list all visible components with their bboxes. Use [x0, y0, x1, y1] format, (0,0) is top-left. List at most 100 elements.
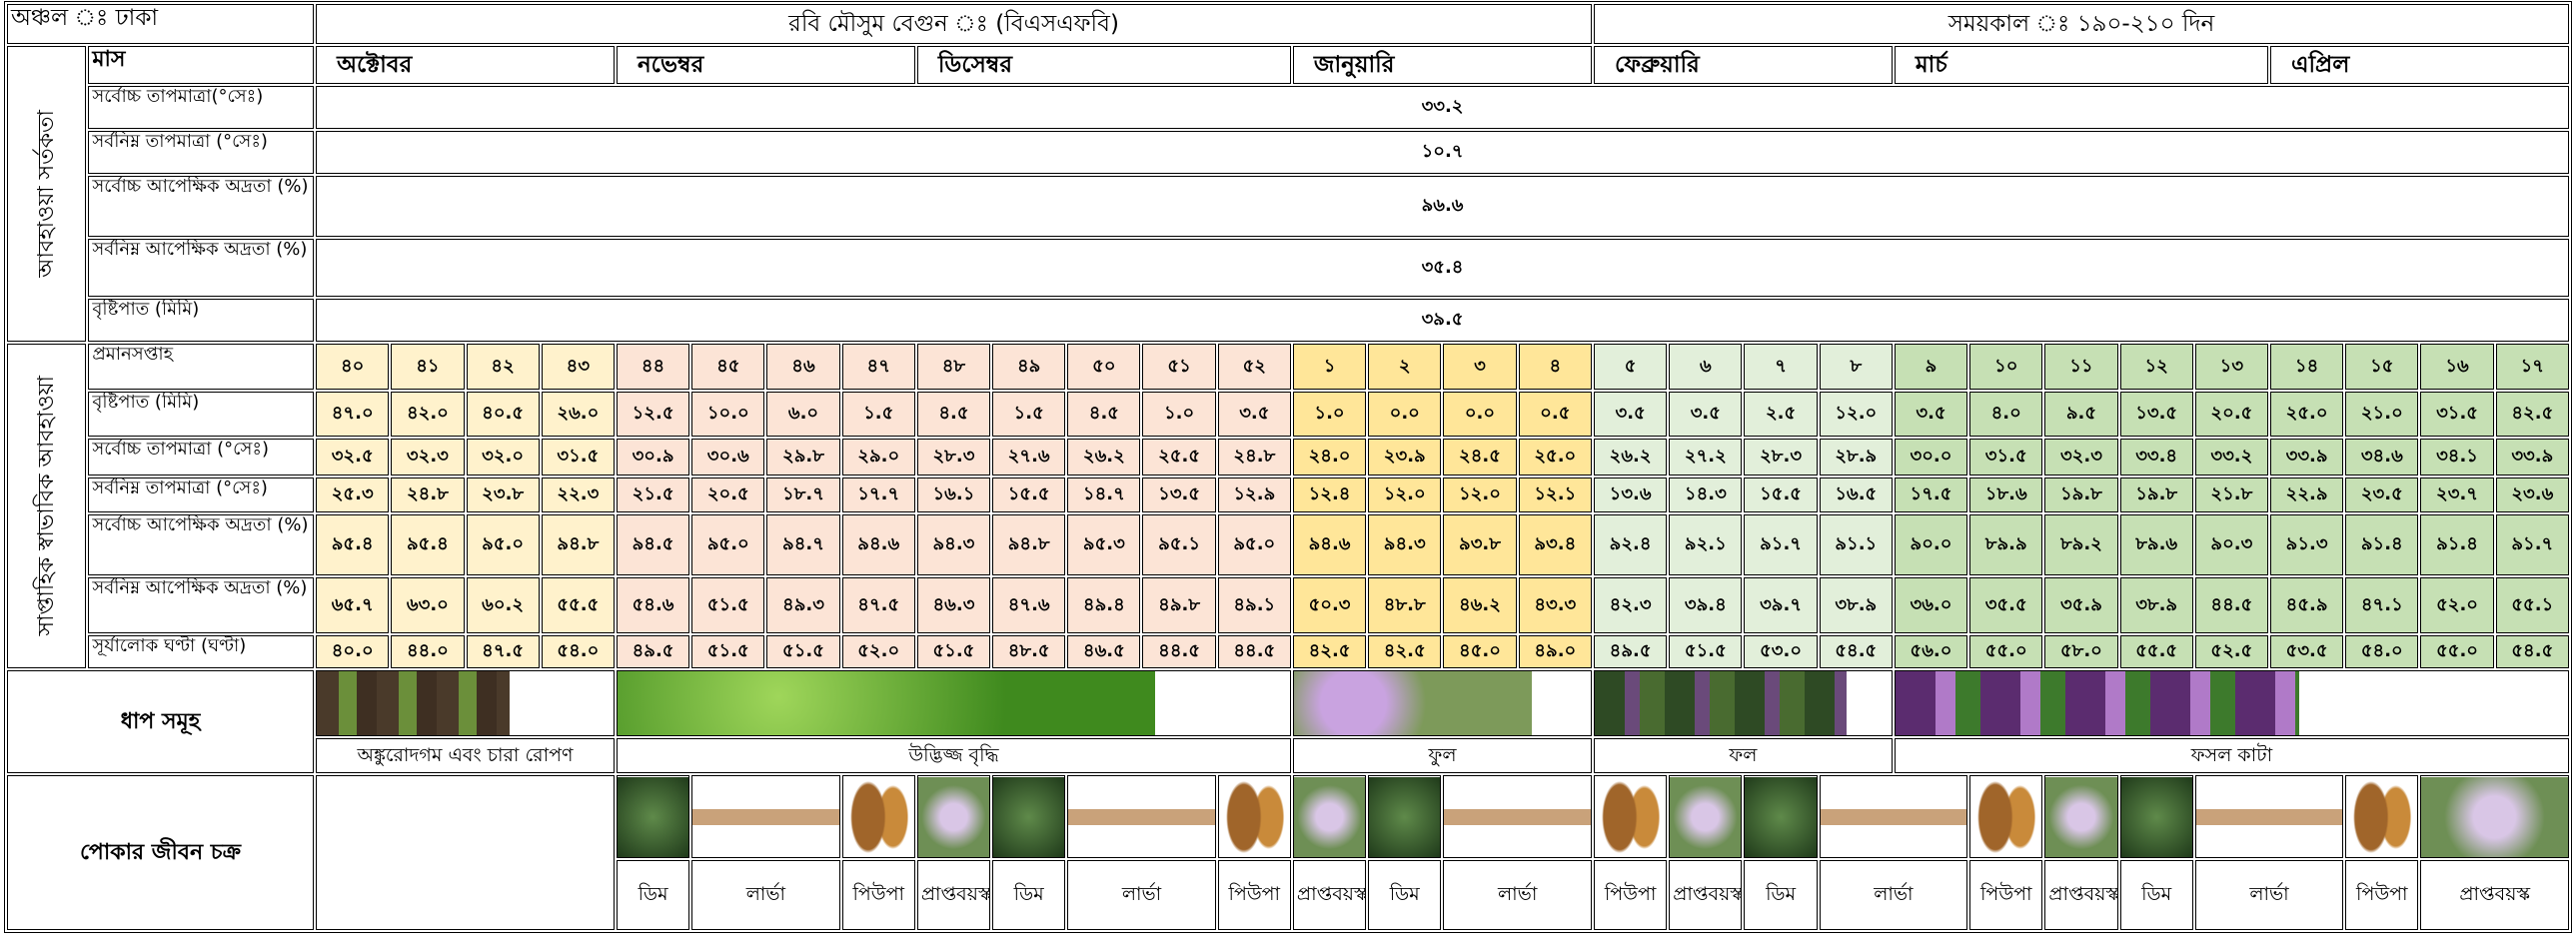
stage-name: ফুল [1292, 738, 1593, 773]
weekly-value: ৫১ [1142, 344, 1216, 390]
weekly-value: ৩১.৫ [2420, 392, 2494, 437]
weekly-value: ৯১.৭ [1744, 514, 1818, 575]
weekly-value: ৩৮.৯ [1819, 577, 1893, 633]
weekly-value: ২৩.৯ [1368, 439, 1442, 475]
weekly-value: ৩.৫ [1894, 392, 1968, 437]
weekly-value: ৪০.০ [316, 635, 390, 668]
weekly-value: ২১.০ [2345, 392, 2419, 437]
weekly-value: ৩.৫ [1594, 392, 1668, 437]
insect-image-cell [1594, 775, 1668, 858]
weekly-value: ১৬ [2420, 344, 2494, 390]
weekly-value: ১৩.৬ [1594, 477, 1668, 512]
weekly-value: ০.০ [1368, 392, 1442, 437]
weekly-value: ৩২.০ [466, 439, 540, 475]
weekly-value: ৪৯.৪ [1067, 577, 1141, 633]
weekly-value: ৯৩.৮ [1443, 514, 1517, 575]
weekly-label: প্রমানসপ্তাহ [88, 344, 315, 390]
weekly-value: ৩৯.৪ [1669, 577, 1743, 633]
weekly-value: ৫৪.৬ [616, 577, 690, 633]
insect-image-row: পোকার জীবন চক্র [7, 775, 2569, 930]
weekly-value: ৩২.৩ [391, 439, 465, 475]
weekly-value: ৩৩.৯ [2269, 439, 2344, 475]
crop-title: রবি মৌসুম বেগুন ঃ (বিএসএফবি) [316, 4, 1593, 44]
weekly-value: ৮৯.২ [2044, 514, 2118, 575]
stage-image-cell [1894, 670, 2569, 736]
crop-calendar-table: অঞ্চল ঃ ঢাকা রবি মৌসুম বেগুন ঃ (বিএসএফবি)… [4, 1, 2572, 933]
weekly-value: ২০.৫ [2194, 392, 2268, 437]
weekly-value: ৪৪ [616, 344, 690, 390]
weekly-value: ২০.৫ [691, 477, 765, 512]
weekly-value: ৪৭.৫ [466, 635, 540, 668]
weekly-value: ৯০.০ [1894, 514, 1968, 575]
weekly-value: ০.০ [1443, 392, 1517, 437]
weekly-value: ৪৯.১ [1217, 577, 1291, 633]
insect-photo [2346, 776, 2418, 857]
weekly-row: বৃষ্টিপাত (মিমি) ৪৭.০ ৪২.০ ৪০.৫ ২৬.০ ১২.৫ ১০.০… [7, 392, 2569, 437]
insect-photo [1218, 776, 1290, 857]
weekly-value: ৯.৫ [2044, 392, 2118, 437]
insect-stage: লার্ভা [1443, 860, 1593, 930]
weather-alert-section: আবহাওয়া সর্তকতা [7, 46, 87, 342]
alert-value: ৯৬.৬ [316, 176, 2569, 237]
weekly-value: ১৯.৮ [2119, 477, 2193, 512]
weekly-value: ৯৪.৭ [766, 514, 840, 575]
weekly-value: ৪৪.৫ [1142, 635, 1216, 668]
insect-stage: লার্ভা [2194, 860, 2344, 930]
weekly-value: ৯৪.৫ [616, 514, 690, 575]
weekly-value: ৪৪.৫ [1217, 635, 1291, 668]
weekly-value: ২১.৫ [616, 477, 690, 512]
weekly-value: ৪১ [391, 344, 465, 390]
weekly-value: ৯৪.৮ [541, 514, 615, 575]
insect-stage: প্রাপ্তবয়স্ক [916, 860, 991, 930]
insect-image-cell [992, 775, 1066, 858]
weekly-value: ৪৬.২ [1443, 577, 1517, 633]
weekly-section: সাপ্তাহিক স্বাভাবিক আবহাওয়া [7, 344, 87, 668]
insect-stage: ডিম [2119, 860, 2193, 930]
weekly-value: ৪০ [316, 344, 390, 390]
weekly-value: ২৫.০ [2269, 392, 2344, 437]
weekly-value: ৯৪.৩ [916, 514, 991, 575]
weekly-value: ৪৯.০ [1518, 635, 1593, 668]
weekly-value: ১৫.৫ [1744, 477, 1818, 512]
insect-stage: প্রাপ্তবয়স্ক [1292, 860, 1367, 930]
month: জানুয়ারি [1292, 46, 1593, 84]
weekly-value: ৩৮.৯ [2119, 577, 2193, 633]
weekly-value: ৫১.৫ [691, 635, 765, 668]
weekly-value: ১৫.৫ [992, 477, 1066, 512]
weekly-value: ৫০ [1067, 344, 1141, 390]
weekly-value: ২৯.৮ [766, 439, 840, 475]
weekly-value: ৪৬.৩ [916, 577, 991, 633]
weekly-label: সর্বোচ্চ আপেক্ষিক অদ্রতা (%) [88, 514, 315, 575]
insect-photo [2421, 776, 2568, 857]
weekly-value: ৫৫.৫ [541, 577, 615, 633]
weekly-value: ৩৫.৫ [1969, 577, 2043, 633]
weekly-value: ৪২ [466, 344, 540, 390]
weekly-value: ৬৩.০ [391, 577, 465, 633]
weekly-value: ৬০.২ [466, 577, 540, 633]
weekly-value: ৪৯.৩ [766, 577, 840, 633]
weekly-value: ৯৪.৬ [841, 514, 915, 575]
weekly-row: সূর্যালোক ঘণ্টা (ঘণ্টা) ৪০.০ ৪৪.০ ৪৭.৫ ৫৪.০ ৪… [7, 635, 2569, 668]
weekly-value: ২৯.০ [841, 439, 915, 475]
insect-image-cell [1819, 775, 1968, 858]
month: নভেম্বর [616, 46, 915, 84]
weekly-value: ৫২ [1217, 344, 1291, 390]
weekly-value: ১৭.৭ [841, 477, 915, 512]
insect-photo [692, 776, 839, 857]
weekly-value: ৯ [1894, 344, 1968, 390]
weekly-value: ৪৯ [992, 344, 1066, 390]
weekly-value: ৫৫.৫ [2119, 635, 2193, 668]
weekly-value: ১৪ [2269, 344, 2344, 390]
weekly-value: ৫১.৫ [916, 635, 991, 668]
weekly-value: ১.৫ [841, 392, 915, 437]
insect-photo [1820, 776, 1967, 857]
insect-stage: পিউপা [1217, 860, 1291, 930]
weekly-value: ২৪.০ [1292, 439, 1367, 475]
weekly-value: ৪২.০ [391, 392, 465, 437]
weekly-value: ৩৫.৯ [2044, 577, 2118, 633]
weekly-value: ৫৪.০ [2345, 635, 2419, 668]
weekly-value: ১৬.৫ [1819, 477, 1893, 512]
insect-image-cell [2194, 775, 2344, 858]
weekly-value: ৯৫.০ [691, 514, 765, 575]
